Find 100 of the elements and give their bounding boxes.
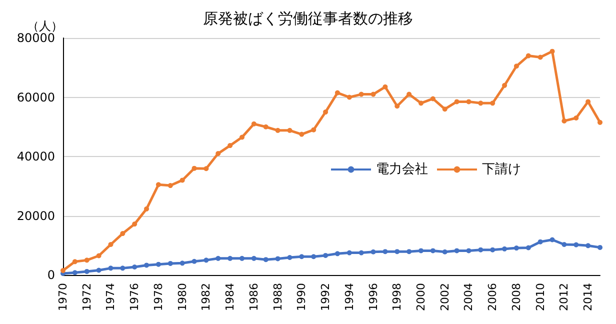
point [370,92,376,97]
point [180,178,185,183]
point [240,134,244,140]
point [228,143,233,148]
point [346,94,352,100]
point [156,182,161,188]
point [84,268,90,274]
point [240,256,244,261]
point [275,128,280,133]
point [72,270,78,276]
point [323,110,328,115]
point [490,100,496,106]
point [430,96,436,102]
point [156,262,161,267]
point [466,99,472,104]
point [406,249,412,254]
point [96,268,102,273]
point [526,245,531,250]
x-tick-label: 1998 [390,283,404,311]
point [478,100,484,106]
x-tick-label: 2002 [438,283,452,311]
point [311,127,316,132]
point [192,166,197,171]
x-tick-label: 1986 [247,283,260,311]
point [144,262,150,268]
point [192,258,197,264]
point [442,106,448,112]
point [538,239,543,244]
x-tick-label: 1984 [224,283,237,311]
x-tick-label: 1992 [319,283,332,311]
legend-label: 電力会社 [376,162,428,177]
point [228,256,233,261]
x-tick-label: 2012 [558,283,571,311]
point [168,260,173,266]
point [454,99,460,104]
point [442,249,448,254]
x-tick-label: 1988 [271,283,284,311]
point [96,253,102,258]
x-tick-label: 1976 [128,283,142,311]
y-tick-label: 40000 [16,150,55,164]
x-tick-label: 1980 [176,283,189,311]
point [216,256,221,261]
point [574,115,579,120]
y-tick-label: 80000 [16,31,55,45]
point [502,82,508,88]
point [346,250,352,256]
point [454,248,460,254]
point [168,183,173,188]
x-tick-label: 2014 [582,283,595,311]
point [263,257,268,262]
point [108,266,114,271]
point [598,120,602,125]
x-tick-label: 1982 [200,283,213,311]
point [334,251,340,256]
point [406,92,412,97]
point [275,256,280,262]
legend-label: 下請け [482,162,521,177]
point [263,124,268,130]
point [514,64,519,69]
point [299,254,304,260]
point [311,254,316,260]
y-tick-label: 20000 [16,208,55,223]
y-tick-label: 60000 [16,90,55,104]
x-tick-label: 2006 [486,283,500,311]
point [84,258,90,263]
point [132,264,138,270]
point [382,84,388,90]
chart-title: 原発被ばく労働従事者数の推移 [203,10,413,28]
x-tick-label: 1990 [295,283,308,311]
x-tick-label: 2010 [534,283,547,311]
point [562,118,567,124]
point [358,250,364,256]
point [586,99,591,104]
point [538,54,543,60]
point [60,268,66,274]
x-tick-label: 2000 [414,283,428,311]
point [251,121,256,126]
x-tick-label: 1972 [80,283,94,311]
point [120,231,126,236]
point [562,242,567,247]
point [574,242,579,248]
point [251,256,256,261]
point [430,248,436,254]
point [526,53,531,58]
point [502,246,508,252]
x-tick-label: 1996 [366,283,380,311]
point [490,247,496,252]
point [108,242,114,247]
x-tick-label: 1974 [104,283,118,311]
point [132,222,138,227]
point [598,244,602,250]
point [394,249,400,254]
point [418,100,424,106]
point [334,90,340,96]
point [514,246,519,251]
point [72,259,78,264]
point [418,248,424,254]
point [216,151,221,156]
point [204,258,209,263]
point [287,255,292,260]
